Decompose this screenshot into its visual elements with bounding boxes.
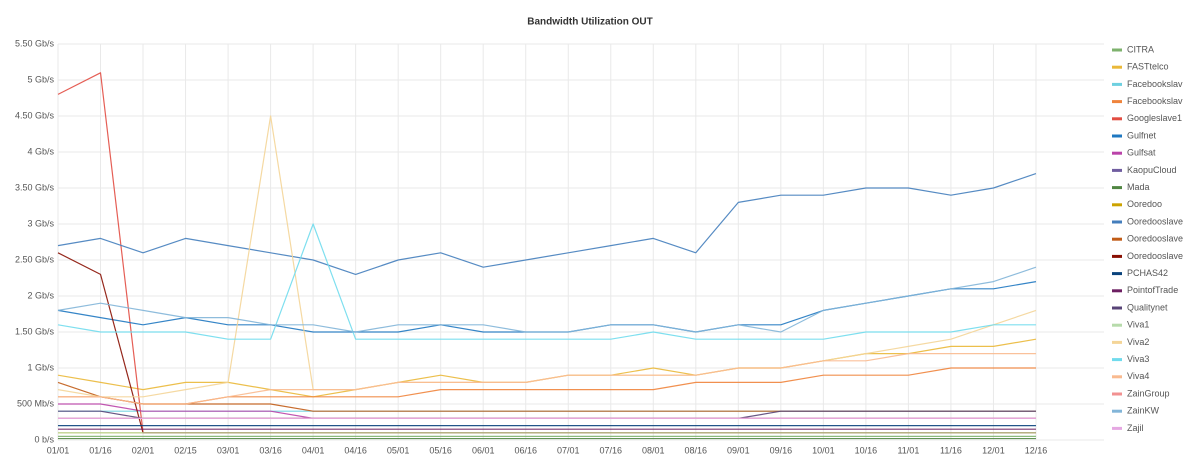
legend-label: Facebookslav — [1127, 96, 1183, 106]
x-tick-label: 08/16 — [685, 445, 708, 455]
y-tick-label: 4.50 Gb/s — [15, 110, 55, 120]
legend-label: KaopuCloud — [1127, 165, 1177, 175]
legend-label: FASTtelco — [1127, 62, 1169, 72]
x-tick-label: 06/16 — [514, 445, 537, 455]
legend-label: ZainGroup — [1127, 388, 1170, 398]
x-tick-label: 03/16 — [259, 445, 282, 455]
y-tick-label: 2.50 Gb/s — [15, 254, 55, 264]
x-tick-label: 05/01 — [387, 445, 410, 455]
y-tick-label: 0 b/s — [34, 434, 54, 444]
legend-label: PCHAS42 — [1127, 268, 1168, 278]
legend-label: Gulfnet — [1127, 130, 1157, 140]
legend-label: Ooredooslave — [1127, 216, 1183, 226]
legend-label: Mada — [1127, 182, 1150, 192]
legend-label: CITRA — [1127, 44, 1154, 54]
x-tick-label: 04/01 — [302, 445, 325, 455]
x-tick-label: 01/16 — [89, 445, 112, 455]
series-line — [58, 353, 1036, 405]
x-tick-label: 08/01 — [642, 445, 665, 455]
x-tick-label: 01/01 — [47, 445, 70, 455]
x-tick-label: 09/01 — [727, 445, 750, 455]
y-tick-label: 4 Gb/s — [27, 146, 54, 156]
x-tick-label: 10/16 — [855, 445, 878, 455]
x-tick-label: 07/16 — [599, 445, 622, 455]
y-tick-label: 1 Gb/s — [27, 362, 54, 372]
legend-label: Ooredooslave — [1127, 234, 1183, 244]
y-tick-label: 3 Gb/s — [27, 218, 54, 228]
legend-label: Viva1 — [1127, 320, 1149, 330]
x-tick-label: 03/01 — [217, 445, 240, 455]
legend-label: Viva4 — [1127, 371, 1149, 381]
legend-label: Ooredoo — [1127, 199, 1162, 209]
y-tick-label: 5 Gb/s — [27, 74, 54, 84]
x-tick-label: 12/01 — [982, 445, 1005, 455]
legend-label: Viva2 — [1127, 337, 1149, 347]
x-tick-label: 02/15 — [174, 445, 197, 455]
y-tick-label: 2 Gb/s — [27, 290, 54, 300]
x-tick-label: 06/01 — [472, 445, 495, 455]
y-tick-label: 1.50 Gb/s — [15, 326, 55, 336]
y-tick-label: 3.50 Gb/s — [15, 182, 55, 192]
y-tick-label: 5.50 Gb/s — [15, 38, 55, 48]
legend-label: Viva3 — [1127, 354, 1149, 364]
x-tick-label: 12/16 — [1025, 445, 1048, 455]
legend-label: Qualitynet — [1127, 302, 1168, 312]
x-tick-label: 11/01 — [897, 445, 919, 455]
legend-label: PointofTrade — [1127, 285, 1178, 295]
x-tick-label: 04/16 — [344, 445, 367, 455]
x-tick-label: 10/01 — [812, 445, 835, 455]
x-tick-label: 11/16 — [940, 445, 962, 455]
legend-label: Gulfsat — [1127, 148, 1156, 158]
legend-label: ZainKW — [1127, 406, 1160, 416]
x-tick-label: 09/16 — [770, 445, 793, 455]
chart-title: Bandwidth Utilization OUT — [527, 17, 653, 28]
y-tick-label: 500 Mb/s — [17, 398, 55, 408]
x-tick-label: 02/01 — [132, 445, 155, 455]
legend-label: Googleslave1 — [1127, 113, 1182, 123]
legend-label: Ooredooslave — [1127, 251, 1183, 261]
series-line — [57, 173, 1037, 275]
legend-label: Facebookslav — [1127, 79, 1183, 89]
series-line — [57, 223, 1036, 340]
legend-label: Zajil — [1127, 423, 1144, 433]
x-tick-label: 05/16 — [429, 445, 452, 455]
series-line — [57, 266, 1037, 333]
x-tick-label: 07/01 — [557, 445, 580, 455]
